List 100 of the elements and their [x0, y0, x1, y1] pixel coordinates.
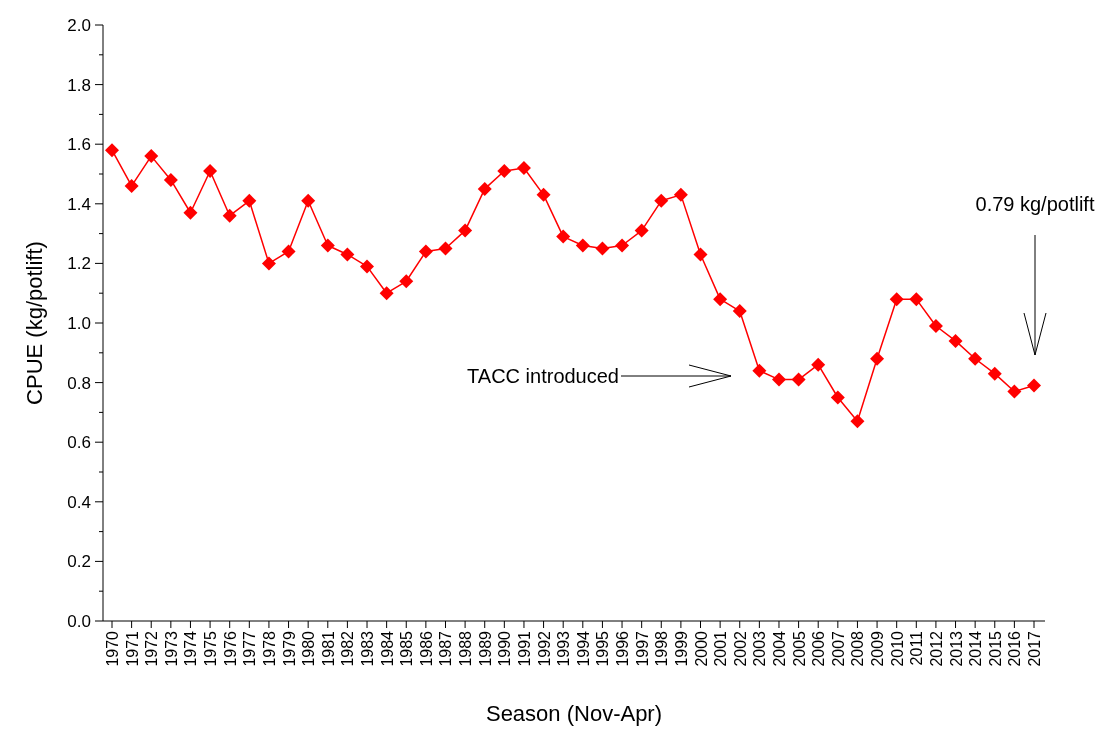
x-tick-label: 1970 — [104, 630, 121, 667]
point — [477, 181, 492, 196]
x-tick-label: 2017 — [1026, 630, 1043, 667]
point — [1027, 378, 1041, 393]
x-tick-label: 1996 — [614, 630, 632, 667]
x-tick-label: 2008 — [849, 630, 867, 667]
point — [536, 187, 551, 202]
x-tick-label: 1993 — [555, 630, 573, 667]
point — [693, 247, 708, 262]
x-tick-label: 1972 — [143, 630, 161, 667]
point — [144, 149, 159, 164]
point — [203, 164, 218, 179]
point — [615, 238, 630, 253]
x-tick-label: 1988 — [457, 630, 475, 667]
x-tick-label: 1998 — [653, 630, 671, 667]
x-tick-label: 2001 — [712, 630, 730, 667]
x-tick-label: 1975 — [202, 630, 220, 667]
point — [418, 244, 433, 259]
x-tick-label: 1992 — [535, 630, 553, 667]
x-tick-label: 1989 — [476, 630, 494, 667]
y-tick-label: 0.2 — [67, 552, 91, 572]
x-tick-label: 1982 — [339, 630, 357, 667]
x-tick-label: 2007 — [829, 630, 847, 667]
point — [242, 193, 257, 208]
y-tick-label: 0.0 — [67, 612, 91, 631]
x-tick-label: 2006 — [810, 630, 828, 667]
x-tick-label: 1999 — [672, 630, 690, 667]
point — [575, 238, 590, 253]
point — [360, 259, 375, 274]
x-tick-label: 2014 — [967, 630, 985, 667]
x-tick-label: 1984 — [378, 630, 396, 667]
point — [654, 193, 669, 208]
point — [379, 286, 394, 301]
y-tick-label: 1.0 — [67, 314, 91, 333]
x-tick-label: 1974 — [182, 630, 200, 667]
point — [791, 372, 806, 387]
point — [889, 292, 904, 307]
point — [261, 256, 276, 271]
x-tick-label: 1977 — [241, 630, 259, 667]
point — [909, 292, 924, 307]
x-tick-label: 1973 — [162, 630, 180, 667]
x-tick-label: 1983 — [359, 630, 377, 667]
y-tick-label: 0.6 — [67, 433, 91, 453]
x-tick-label: 1971 — [123, 630, 141, 667]
point — [183, 205, 198, 220]
x-tick-label: 2010 — [888, 630, 906, 667]
point — [340, 247, 355, 262]
x-tick-label: 2009 — [869, 630, 887, 667]
point — [222, 208, 237, 223]
point — [458, 223, 473, 238]
point — [516, 161, 531, 176]
x-axis-title: Season (Nov-Apr) — [485, 701, 663, 726]
point — [870, 351, 885, 366]
x-tick-label: 1980 — [300, 630, 318, 667]
point — [634, 223, 649, 238]
y-tick-label: 1.8 — [67, 75, 91, 95]
x-tick-label: 1978 — [260, 630, 278, 667]
x-tick-label: 1997 — [633, 630, 651, 667]
x-tick-label: 1991 — [515, 630, 533, 667]
point — [732, 304, 747, 319]
x-tick-label: 2013 — [947, 630, 965, 667]
point — [124, 178, 139, 193]
y-tick-label: 1.2 — [67, 254, 91, 274]
point — [673, 187, 688, 202]
x-tick-label: 1986 — [417, 630, 435, 667]
x-tick-label: 2000 — [692, 630, 710, 667]
x-tick-label: 2012 — [927, 630, 945, 667]
point — [987, 366, 1002, 381]
x-tick-label: 1985 — [398, 630, 416, 667]
point — [948, 333, 963, 348]
x-tick-label: 1994 — [574, 630, 592, 667]
point — [281, 244, 296, 259]
x-tick-label: 1990 — [496, 630, 514, 667]
point — [928, 318, 943, 333]
y-tick-label: 2.0 — [67, 16, 91, 35]
x-tick-label: 1981 — [319, 630, 337, 667]
x-tick-label: 2016 — [1006, 630, 1024, 667]
y-tick-label: 1.4 — [67, 194, 91, 214]
x-tick-label: 1987 — [437, 630, 455, 667]
point — [163, 172, 178, 187]
y-tick-label: 1.6 — [67, 135, 91, 155]
y-tick-label: 0.4 — [67, 492, 91, 512]
point — [595, 241, 610, 256]
x-tick-label: 2002 — [731, 630, 749, 667]
y-tick-label: 0.8 — [67, 373, 91, 393]
x-tick-label: 1979 — [280, 630, 298, 667]
x-tick-label: 2015 — [986, 630, 1004, 667]
y-axis-title: CPUE (kg/potlift) — [22, 241, 47, 405]
x-tick-label: 2004 — [770, 630, 788, 667]
x-tick-label: 2003 — [751, 630, 769, 667]
point — [850, 414, 865, 429]
x-tick-label: 2005 — [790, 630, 808, 667]
point — [320, 238, 335, 253]
point — [301, 193, 316, 208]
annotation: TACC introduced — [467, 365, 619, 387]
point — [556, 229, 571, 244]
x-tick-label: 1995 — [594, 630, 612, 667]
point — [968, 351, 983, 366]
point — [771, 372, 786, 387]
point — [399, 274, 414, 289]
